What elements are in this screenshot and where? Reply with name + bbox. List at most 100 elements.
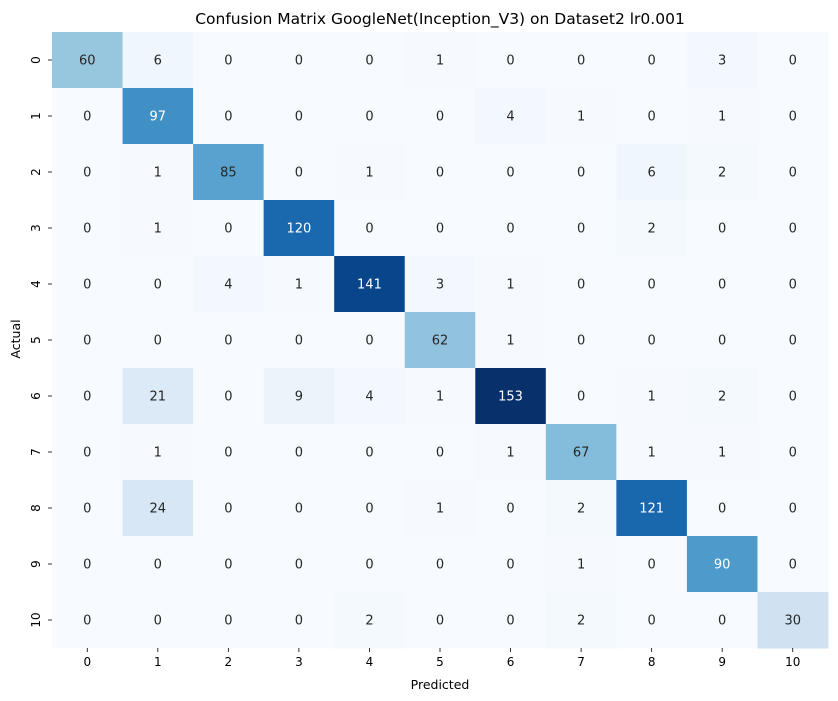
cell-value-5-10: 0	[789, 334, 797, 349]
cell-value-6-10: 0	[789, 390, 797, 405]
heatmap-cell-6-4	[334, 368, 406, 425]
cell-value-3-4: 0	[365, 222, 373, 237]
cell-value-0-5: 1	[436, 54, 444, 69]
cell-value-3-8: 2	[647, 222, 655, 237]
cell-value-5-2: 0	[224, 334, 232, 349]
heatmap-cell-6-9	[686, 368, 758, 425]
cell-value-10-8: 0	[647, 614, 655, 629]
heatmap-cell-2-3	[263, 144, 335, 201]
heatmap-cell-8-7	[545, 480, 617, 537]
x-tick-label-8: 8	[648, 655, 656, 669]
cell-value-2-2: 85	[220, 166, 237, 181]
cell-value-4-3: 1	[295, 278, 303, 293]
heatmap-cell-4-0	[52, 256, 124, 313]
cell-value-4-1: 0	[154, 278, 162, 293]
heatmap-cell-0-8	[616, 32, 688, 89]
cell-value-2-10: 0	[789, 166, 797, 181]
heatmap-cell-3-5	[404, 200, 476, 257]
y-tick-label-0: 0	[29, 56, 43, 64]
heatmap-cell-10-7	[545, 592, 617, 649]
cell-value-9-4: 0	[365, 558, 373, 573]
heatmap-cell-3-9	[686, 200, 758, 257]
heatmap-cell-7-0	[52, 424, 124, 481]
heatmap-cell-5-2	[193, 312, 265, 369]
heatmap-cell-2-1	[122, 144, 194, 201]
cell-value-1-2: 0	[224, 110, 232, 125]
cell-value-2-9: 2	[718, 166, 726, 181]
heatmap-cell-9-1	[122, 536, 194, 593]
heatmap-cell-10-8	[616, 592, 688, 649]
cell-value-10-4: 2	[365, 614, 373, 629]
cell-value-10-6: 0	[506, 614, 514, 629]
cell-value-2-7: 0	[577, 166, 585, 181]
heatmap-cell-3-7	[545, 200, 617, 257]
heatmap-cell-4-3	[263, 256, 335, 313]
cell-value-1-8: 0	[647, 110, 655, 125]
heatmap-cell-2-0	[52, 144, 124, 201]
heatmap-cell-5-9	[686, 312, 758, 369]
cell-value-3-7: 0	[577, 222, 585, 237]
cell-value-8-3: 0	[295, 502, 303, 517]
cell-value-0-8: 0	[647, 54, 655, 69]
cell-value-7-6: 1	[506, 446, 514, 461]
cell-value-5-5: 62	[432, 334, 449, 349]
heatmap-cell-1-0	[52, 88, 124, 145]
heatmap-cell-6-0	[52, 368, 124, 425]
heatmap-cell-9-10	[757, 536, 829, 593]
heatmap-cell-6-7	[545, 368, 617, 425]
x-tick-label-1: 1	[154, 655, 162, 669]
cell-value-5-7: 0	[577, 334, 585, 349]
heatmap-cell-7-1	[122, 424, 194, 481]
cell-value-5-9: 0	[718, 334, 726, 349]
cell-value-8-10: 0	[789, 502, 797, 517]
cell-value-5-4: 0	[365, 334, 373, 349]
heatmap-cell-1-3	[263, 88, 335, 145]
cell-value-9-3: 0	[295, 558, 303, 573]
heatmap-cell-2-2	[193, 144, 265, 201]
x-tick-label-6: 6	[507, 655, 515, 669]
heatmap-cell-8-10	[757, 480, 829, 537]
y-tick-label-9: 9	[29, 560, 43, 568]
y-tick-label-2: 2	[29, 168, 43, 176]
heatmap-cell-0-5	[404, 32, 476, 89]
cell-value-7-1: 1	[154, 446, 162, 461]
cell-value-4-7: 0	[577, 278, 585, 293]
heatmap-cell-10-2	[193, 592, 265, 649]
cell-value-6-6: 153	[498, 390, 523, 405]
heatmap-cell-3-1	[122, 200, 194, 257]
heatmap-cell-0-3	[263, 32, 335, 89]
cell-value-6-4: 4	[365, 390, 373, 405]
cell-value-9-1: 0	[154, 558, 162, 573]
cell-value-10-2: 0	[224, 614, 232, 629]
cell-value-7-4: 0	[365, 446, 373, 461]
heatmap-cell-1-9	[686, 88, 758, 145]
cell-value-4-2: 4	[224, 278, 232, 293]
cell-value-7-3: 0	[295, 446, 303, 461]
cell-value-3-1: 1	[154, 222, 162, 237]
cell-value-10-10: 30	[784, 614, 801, 629]
x-axis-ticks: 0 1 2 3 4 5 6 7 8 9 10	[83, 648, 800, 669]
heatmap-cell-4-2	[193, 256, 265, 313]
heatmap-cell-7-8	[616, 424, 688, 481]
cell-value-1-0: 0	[83, 110, 91, 125]
heatmap-cell-1-4	[334, 88, 406, 145]
cell-value-0-9: 3	[718, 54, 726, 69]
heatmap-cell-9-7	[545, 536, 617, 593]
cell-value-2-4: 1	[365, 166, 373, 181]
cell-value-6-1: 21	[150, 390, 167, 405]
cell-value-5-1: 0	[154, 334, 162, 349]
cell-value-1-3: 0	[295, 110, 303, 125]
cell-value-4-5: 3	[436, 278, 444, 293]
cell-value-1-9: 1	[718, 110, 726, 125]
heatmap-cell-5-8	[616, 312, 688, 369]
heatmap-cell-0-7	[545, 32, 617, 89]
cell-value-3-0: 0	[83, 222, 91, 237]
cell-value-1-5: 0	[436, 110, 444, 125]
cell-value-8-7: 2	[577, 502, 585, 517]
cell-value-7-7: 67	[573, 446, 590, 461]
heatmap-cell-10-6	[475, 592, 547, 649]
y-axis-ticks: 0 1 2 3 4 5 6 7 8 9 10	[29, 56, 52, 628]
heatmap-cell-2-4	[334, 144, 406, 201]
heatmap-cell-6-2	[193, 368, 265, 425]
cell-value-8-4: 0	[365, 502, 373, 517]
